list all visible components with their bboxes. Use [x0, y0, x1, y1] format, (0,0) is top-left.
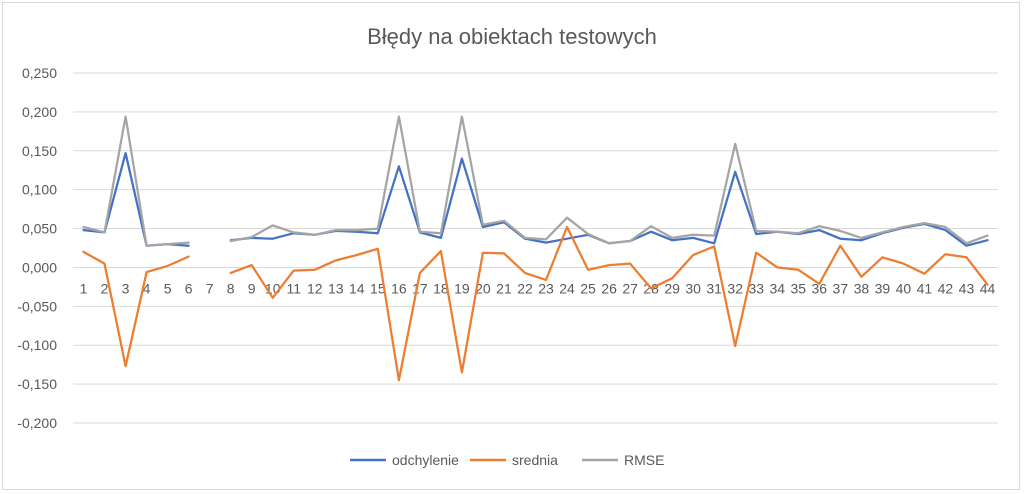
x-tick-label: 20 [475, 280, 491, 296]
legend-label: srednia [512, 452, 558, 468]
x-tick-label: 44 [980, 280, 996, 296]
x-tick-label: 12 [307, 280, 323, 296]
x-tick-label: 31 [706, 280, 722, 296]
x-tick-label: 22 [517, 280, 533, 296]
y-tick-label: 0,050 [22, 221, 57, 237]
x-tick-label: 30 [685, 280, 701, 296]
x-tick-label: 4 [143, 280, 151, 296]
legend-item-rmse: RMSE [582, 452, 664, 468]
x-tick-label: 40 [896, 280, 912, 296]
x-tick-label: 24 [559, 280, 575, 296]
x-tick-label: 21 [496, 280, 512, 296]
x-axis-ticks: 1 2 3 4 5 6 7 8 9 10 11 12 13 14 15 16 17 18 19 20 21 22 23 24 2… [80, 280, 996, 296]
series-odchylenie [82, 151, 989, 247]
x-tick-label: 5 [164, 280, 172, 296]
x-tick-label: 13 [328, 280, 344, 296]
y-tick-label: -0,200 [17, 415, 57, 431]
y-axis-ticks: 0,250 0,200 0,150 0,100 0,050 0,000 -0,050 -0,1… [17, 65, 57, 431]
x-tick-label: 37 [833, 280, 849, 296]
y-tick-label: 0,250 [22, 65, 57, 81]
y-tick-label: 0,200 [22, 104, 57, 120]
x-tick-label: 1 [80, 280, 88, 296]
legend-item-srednia: srednia [470, 452, 558, 468]
x-tick-label: 32 [727, 280, 743, 296]
x-tick-label: 11 [286, 280, 301, 296]
legend-item-odchylenie: odchylenie [350, 452, 459, 468]
x-tick-label: 6 [185, 280, 193, 296]
x-tick-label: 18 [433, 280, 449, 296]
x-tick-label: 8 [227, 280, 235, 296]
y-tick-label: 0,150 [22, 143, 57, 159]
x-tick-label: 3 [122, 280, 130, 296]
x-tick-label: 27 [622, 280, 638, 296]
y-tick-label: -0,050 [17, 298, 57, 314]
x-tick-label: 34 [769, 280, 785, 296]
legend-label: odchylenie [392, 452, 459, 468]
y-tick-label: -0,150 [17, 376, 57, 392]
x-tick-label: 15 [370, 280, 386, 296]
x-tick-label: 38 [854, 280, 870, 296]
series-lines [82, 115, 989, 382]
x-tick-label: 29 [664, 280, 680, 296]
series-srednia [82, 225, 989, 382]
y-tick-label: 0,100 [22, 182, 57, 198]
x-tick-label: 9 [248, 280, 256, 296]
series-line [82, 250, 190, 368]
series-line [229, 225, 989, 382]
y-tick-label: 0,000 [22, 259, 57, 275]
series-line [229, 115, 989, 245]
x-tick-label: 35 [790, 280, 806, 296]
x-tick-label: 43 [959, 280, 975, 296]
series-line [229, 157, 989, 247]
x-tick-label: 42 [938, 280, 954, 296]
x-tick-label: 16 [391, 280, 407, 296]
legend-label: RMSE [624, 452, 664, 468]
x-tick-label: 2 [101, 280, 109, 296]
x-tick-label: 41 [917, 280, 933, 296]
y-tick-label: -0,100 [17, 337, 57, 353]
legend: odchylenie srednia RMSE [350, 452, 664, 468]
x-tick-label: 17 [412, 280, 428, 296]
gridlines [73, 72, 998, 424]
series-rmse [82, 115, 989, 247]
x-tick-label: 19 [454, 280, 470, 296]
chart-title: Błędy na obiektach testowych [367, 24, 657, 49]
x-tick-label: 14 [349, 280, 365, 296]
x-tick-label: 7 [206, 280, 214, 296]
x-tick-label: 23 [538, 280, 554, 296]
x-tick-label: 36 [812, 280, 828, 296]
x-tick-label: 39 [875, 280, 891, 296]
series-line [82, 115, 190, 247]
x-tick-label: 33 [748, 280, 764, 296]
x-tick-label: 26 [601, 280, 617, 296]
x-tick-label: 25 [580, 280, 596, 296]
